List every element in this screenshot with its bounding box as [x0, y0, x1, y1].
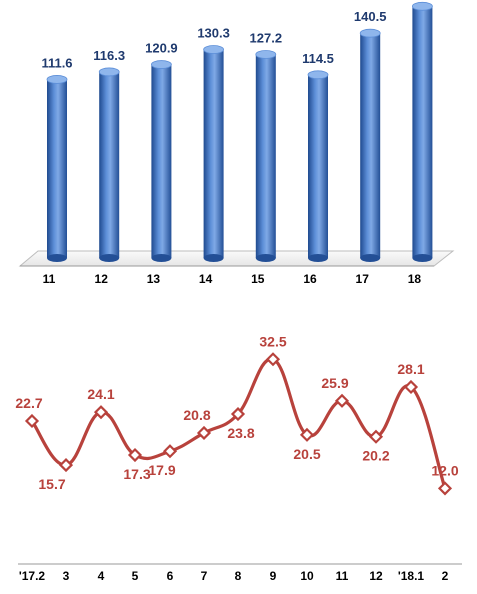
- bar-chart-floor: [18, 250, 455, 267]
- bar-top: [255, 50, 277, 59]
- data-point: [127, 447, 143, 463]
- bar-body: [255, 54, 276, 259]
- data-label: 23.8: [227, 425, 254, 441]
- data-label: 17.3: [123, 466, 150, 482]
- data-point: [299, 427, 315, 442]
- series-line: [30, 357, 447, 489]
- x-tick-label: 3: [63, 569, 70, 583]
- data-label: 25.9: [321, 375, 348, 391]
- data-label: 15.7: [38, 476, 65, 492]
- data-point: [368, 429, 384, 444]
- bar-top: [307, 70, 329, 80]
- bar: [150, 60, 172, 262]
- bar-value-label: 111.6: [41, 55, 72, 70]
- x-tick-label: '18.1: [398, 569, 425, 583]
- bar-base: [255, 254, 276, 262]
- x-tick-label: 11: [336, 569, 349, 583]
- line-chart: 22.7 '17.2 15.7 3 24.1 4 17.3 5 17.9 6 20.8 7 23.8 8 3…: [15, 333, 462, 583]
- data-point: [403, 379, 419, 395]
- data-point: [334, 393, 350, 408]
- x-tick-label: 8: [235, 569, 242, 583]
- bar-value-label: 130.3: [197, 26, 230, 41]
- bar-base: [203, 254, 224, 262]
- x-tick-label: 5: [132, 569, 139, 583]
- bar-base: [308, 254, 328, 262]
- x-tick-label: 4: [98, 569, 105, 583]
- x-tick-label: 9: [270, 569, 277, 583]
- data-label: 12.0: [431, 462, 458, 478]
- data-label: 24.1: [87, 386, 114, 402]
- bar: [255, 50, 277, 262]
- x-tick-label: 6: [167, 569, 174, 583]
- x-tick-label: 16: [303, 272, 317, 286]
- data-label: 20.5: [293, 446, 320, 462]
- x-tick-label: 7: [201, 569, 208, 583]
- bar-top: [411, 1, 433, 11]
- x-tick-label: 2: [442, 569, 449, 583]
- bar: [307, 70, 329, 262]
- bar-base: [99, 254, 120, 262]
- bar-base: [360, 254, 381, 262]
- bar: [203, 45, 225, 262]
- bar-value-label: 127.2: [250, 30, 283, 45]
- data-label: 17.9: [148, 462, 175, 478]
- bar-body: [308, 74, 328, 258]
- data-point: [24, 413, 40, 429]
- data-point: [58, 458, 74, 473]
- bar-top: [203, 45, 225, 54]
- data-point: [162, 444, 178, 459]
- x-tick-label: 18: [408, 272, 422, 286]
- bar-top: [46, 75, 68, 84]
- bar-body: [47, 79, 67, 258]
- bar-body: [412, 6, 433, 258]
- bar-body: [203, 49, 224, 258]
- bar-chart: 111.6 11 116.3 12 120.9 13 130.3 14 127.2 15 114.5…: [18, 1, 455, 286]
- bar-base: [412, 254, 433, 262]
- x-tick-label: 14: [199, 272, 213, 286]
- data-label: 32.5: [259, 333, 286, 349]
- data-point: [230, 407, 246, 422]
- bar-body: [151, 64, 172, 258]
- bar-value-label: 114.5: [302, 51, 334, 66]
- bar-top: [150, 60, 172, 69]
- x-tick-label: 13: [147, 272, 161, 286]
- x-tick-label: 12: [369, 569, 383, 583]
- x-tick-label: 15: [251, 272, 265, 286]
- data-point: [437, 481, 453, 496]
- bar-value-label: 116.3: [93, 48, 125, 63]
- data-point: [93, 405, 109, 420]
- bar-top: [359, 28, 381, 38]
- bar: [46, 75, 68, 262]
- x-tick-label: 10: [300, 569, 314, 583]
- bar: [411, 1, 433, 262]
- bar: [98, 67, 120, 262]
- x-tick-label: 17: [356, 272, 370, 286]
- x-tick-label: '17.2: [19, 569, 46, 583]
- bar-body: [99, 71, 120, 258]
- bar-value-label: 140.5: [354, 9, 387, 24]
- bar-base: [151, 254, 172, 262]
- data-label: 28.1: [397, 361, 424, 377]
- data-point: [265, 352, 281, 367]
- bar-value-label: 120.9: [145, 41, 178, 56]
- data-point: [196, 425, 212, 441]
- bar-base: [47, 254, 67, 262]
- bar-body: [360, 33, 381, 259]
- data-label: 20.8: [183, 407, 210, 423]
- data-label: 20.2: [362, 448, 389, 464]
- bar-top: [98, 67, 120, 77]
- bar: [359, 28, 381, 262]
- data-label: 22.7: [15, 395, 42, 411]
- x-tick-label: 11: [43, 272, 56, 286]
- x-tick-label: 12: [95, 272, 109, 286]
